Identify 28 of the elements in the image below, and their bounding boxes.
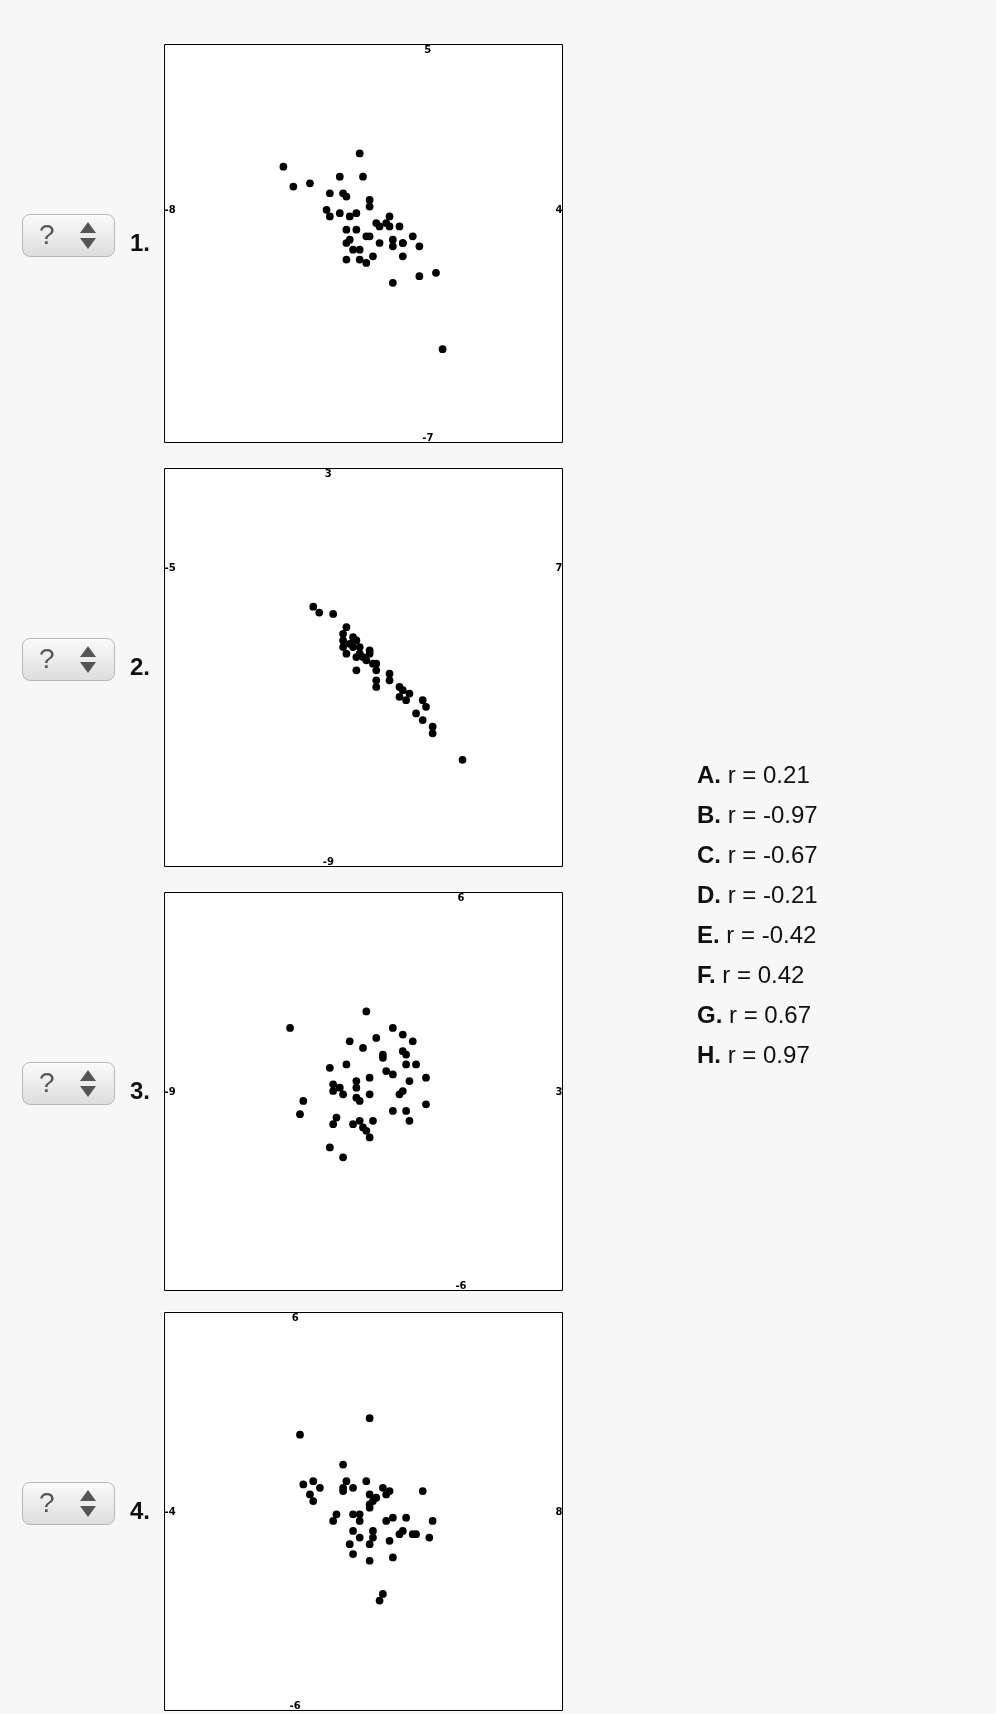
text: A. r = 0.21 <box>697 760 811 790</box>
dropdown-select[interactable]: ? <box>22 1482 115 1525</box>
text: 4. <box>130 1497 151 1525</box>
text: F. r = 0.42 <box>697 960 806 990</box>
x-tick-label: 4 <box>555 204 563 216</box>
x-tick-label: -4 <box>164 1505 176 1517</box>
text: C. r = -0.67 <box>697 840 818 870</box>
y-tick-label: 6 <box>457 891 465 903</box>
x-tick-label: 8 <box>555 1505 563 1517</box>
text: B. r = -0.97 <box>697 800 818 830</box>
dropdown-select[interactable]: ? <box>22 214 115 257</box>
dropdown-select[interactable]: ? <box>22 638 115 681</box>
dropdown-select[interactable]: ? <box>22 1062 115 1105</box>
text: D. r = -0.21 <box>697 880 818 910</box>
y-tick-label: -7 <box>422 431 434 443</box>
y-tick-label: -6 <box>289 1699 301 1711</box>
text: G. r = 0.67 <box>697 1000 813 1030</box>
text: 2. <box>130 653 151 681</box>
text: E. r = -0.42 <box>697 920 818 950</box>
y-tick-label: 5 <box>424 43 432 55</box>
text: 1. <box>130 229 151 257</box>
text: H. r = 0.97 <box>697 1040 811 1070</box>
x-tick-label: -5 <box>164 562 176 573</box>
x-tick-label: -8 <box>164 204 176 216</box>
text: 3. <box>130 1077 151 1105</box>
y-tick-label: 6 <box>291 1311 299 1323</box>
y-tick-label: -6 <box>455 1279 467 1291</box>
x-tick-label: 7 <box>555 562 563 573</box>
